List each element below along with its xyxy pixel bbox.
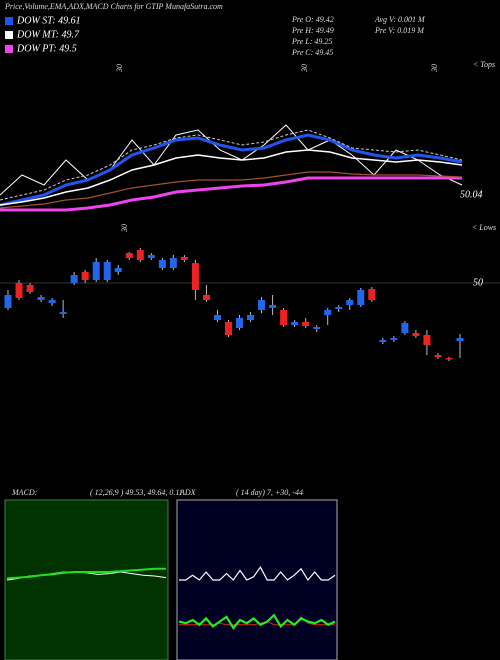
series-line xyxy=(0,124,463,196)
panel-subtitle: ( 12,26,9 ) 49.53, 49.64, 0.11 xyxy=(90,488,183,497)
series-line xyxy=(0,171,463,209)
candle-body xyxy=(48,300,56,303)
legend-label: DOW PT: 49.5 xyxy=(16,43,77,54)
candle-body xyxy=(37,297,45,300)
annotation: < Lows xyxy=(472,223,496,232)
candle-body xyxy=(169,258,177,268)
candle-body xyxy=(247,315,255,320)
panel-title: ADX xyxy=(179,488,197,497)
panel-subtitle: ( 14 day) 7, +30, -44 xyxy=(236,488,303,497)
y-tick-label: 50.04 xyxy=(460,189,483,200)
series-line xyxy=(0,176,462,212)
candle-body xyxy=(456,338,464,341)
info: Pre O: 49.42 xyxy=(291,15,334,24)
legend-swatch xyxy=(5,31,13,39)
candle-body xyxy=(224,322,232,335)
candle-body xyxy=(291,322,299,325)
info: Pre V: 0.019 M xyxy=(374,26,425,35)
candle-body xyxy=(236,318,244,328)
series-line xyxy=(0,129,463,201)
legend-label: DOW MT: 49.7 xyxy=(16,29,80,40)
candle-body xyxy=(147,255,155,258)
candle-body xyxy=(136,250,144,260)
series-line xyxy=(179,616,335,626)
candle-body xyxy=(202,295,210,300)
candle-body xyxy=(280,310,288,325)
candle-body xyxy=(81,272,89,280)
candle-body xyxy=(258,300,266,310)
candle-body xyxy=(412,333,420,336)
panel-title: MACD: xyxy=(11,488,38,497)
candle-body xyxy=(92,262,100,280)
candle-body xyxy=(158,260,166,268)
series-line xyxy=(6,567,166,580)
candle-body xyxy=(70,275,78,283)
candle-body xyxy=(445,358,453,360)
candle-body xyxy=(346,300,354,305)
y-tick-label: 50 xyxy=(473,277,483,288)
candle-body xyxy=(59,312,67,314)
candle-body xyxy=(26,285,34,292)
legend-swatch xyxy=(5,17,13,25)
candle-body xyxy=(4,295,12,308)
annotation: 30 xyxy=(300,64,309,73)
candle-body xyxy=(302,322,310,326)
panel xyxy=(176,499,338,660)
annotation: < Tops xyxy=(473,60,495,69)
legend-swatch xyxy=(5,45,13,53)
candle-body xyxy=(368,289,376,300)
candle-body xyxy=(125,253,133,258)
series-line xyxy=(0,149,463,206)
candle-body xyxy=(191,263,199,290)
candle-body xyxy=(313,327,321,329)
info: Pre C: 49.45 xyxy=(291,48,333,57)
series-line xyxy=(0,133,463,207)
candle-body xyxy=(379,340,387,342)
info: Avg V: 0.001 M xyxy=(374,15,426,24)
candle-body xyxy=(269,305,277,308)
candle-body xyxy=(180,257,188,260)
candle-body xyxy=(357,290,365,305)
page-title: Price,Volume,EMA,ADX,MACD Charts for GTI… xyxy=(4,2,223,11)
info: Pre H: 49.49 xyxy=(291,26,334,35)
panel xyxy=(4,499,169,660)
candle-body xyxy=(390,338,398,340)
candle-body xyxy=(114,268,122,272)
annotation: 30 xyxy=(430,64,439,73)
candle-body xyxy=(213,315,221,320)
candle-body xyxy=(324,310,332,315)
candle-body xyxy=(423,335,431,345)
legend-label: DOW ST: 49.61 xyxy=(16,15,81,26)
series-line xyxy=(178,613,336,630)
annotation: 30 xyxy=(115,64,124,73)
candle-body xyxy=(103,262,111,280)
candle-body xyxy=(15,283,23,298)
series-line xyxy=(179,566,336,582)
candle-body xyxy=(401,323,409,333)
annotation: 30 xyxy=(120,224,129,233)
info: Pre L: 49.25 xyxy=(291,37,332,46)
candle-body xyxy=(434,355,442,357)
candle-body xyxy=(335,307,343,309)
